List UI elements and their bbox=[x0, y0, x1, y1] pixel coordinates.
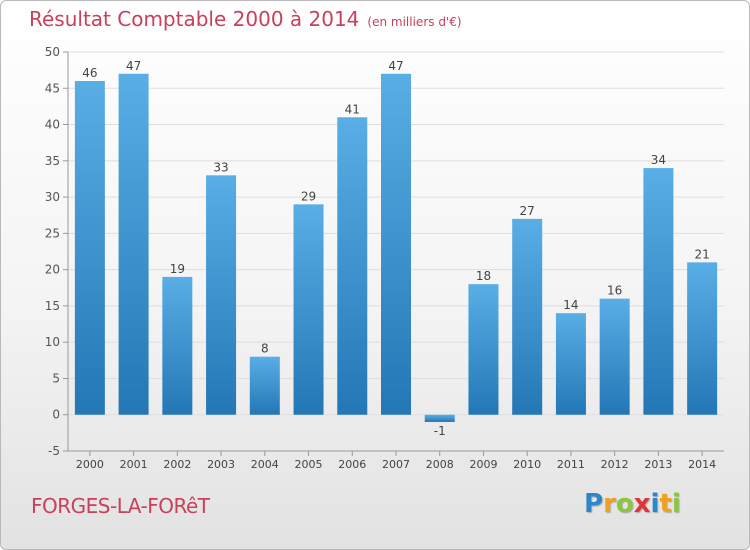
bar-2007 bbox=[381, 73, 411, 415]
x-tick-label: 2001 bbox=[120, 458, 148, 471]
bar-chart: -5 0 5 10 15 20 25 30 35 40 45 50 46 2000 47 2001 19 2002… bbox=[45, 45, 724, 471]
data-label: 34 bbox=[651, 153, 666, 167]
title-text: Résultat Comptable 2000 à 2014 bbox=[29, 7, 360, 31]
x-tick-label: 2002 bbox=[163, 458, 191, 471]
x-tick-label: 2014 bbox=[688, 458, 716, 471]
y-tick-label: 20 bbox=[45, 263, 60, 277]
data-label: 47 bbox=[388, 59, 403, 73]
logo-letter: i bbox=[671, 489, 681, 519]
y-tick-label: 35 bbox=[45, 154, 60, 168]
logo-letter: i bbox=[650, 489, 660, 519]
x-tick-label: 2010 bbox=[513, 458, 541, 471]
data-label: -1 bbox=[434, 424, 446, 438]
data-label: 29 bbox=[301, 189, 316, 203]
proxiti-logo: Proxiti bbox=[584, 489, 681, 519]
data-label: 14 bbox=[563, 298, 578, 312]
y-tick-label: 0 bbox=[52, 408, 60, 422]
y-tick-label: 30 bbox=[45, 190, 60, 204]
y-tick-label: 25 bbox=[45, 226, 60, 240]
y-tick-label: 40 bbox=[45, 118, 60, 132]
x-tick-label: 2000 bbox=[76, 458, 104, 471]
bar-2001 bbox=[118, 73, 149, 415]
bar-2009 bbox=[468, 284, 499, 415]
data-label: 21 bbox=[694, 247, 709, 261]
data-label: 46 bbox=[82, 66, 97, 80]
data-label: 41 bbox=[345, 102, 360, 116]
y-tick-label: 15 bbox=[45, 299, 60, 313]
bar-2013 bbox=[643, 168, 674, 415]
chart-title: Résultat Comptable 2000 à 2014 (en millie… bbox=[29, 7, 462, 31]
y-tick-label: 50 bbox=[45, 45, 60, 59]
x-tick-label: 2012 bbox=[601, 458, 629, 471]
x-tick-label: 2005 bbox=[295, 458, 323, 471]
bar-2005 bbox=[293, 204, 324, 415]
bar-2011 bbox=[555, 313, 586, 415]
bar-2012 bbox=[599, 298, 630, 415]
x-tick-label: 2006 bbox=[338, 458, 366, 471]
y-tick-label: 45 bbox=[45, 81, 60, 95]
bar-2008 bbox=[424, 414, 455, 422]
y-tick-label: 5 bbox=[52, 371, 60, 385]
bar-2004 bbox=[249, 356, 280, 415]
data-label: 33 bbox=[213, 160, 228, 174]
data-label: 8 bbox=[261, 342, 269, 356]
x-tick-label: 2011 bbox=[557, 458, 585, 471]
bar-2006 bbox=[337, 117, 368, 415]
data-label: 16 bbox=[607, 284, 622, 298]
x-tick-label: 2004 bbox=[251, 458, 279, 471]
x-tick-label: 2003 bbox=[207, 458, 235, 471]
data-label: 27 bbox=[520, 204, 535, 218]
title-unit: (en milliers d'€) bbox=[367, 15, 462, 29]
bar-2002 bbox=[162, 276, 193, 415]
logo-letter: t bbox=[659, 489, 672, 519]
bar-2010 bbox=[512, 218, 543, 415]
logo-letter: o bbox=[615, 489, 634, 519]
data-label: 18 bbox=[476, 269, 491, 283]
data-label: 47 bbox=[126, 59, 141, 73]
commune-name: FORGES-LA-FORêT bbox=[31, 494, 210, 518]
bar-2003 bbox=[206, 175, 237, 415]
x-tick-label: 2007 bbox=[382, 458, 410, 471]
bar-2014 bbox=[687, 262, 718, 415]
y-tick-label: 10 bbox=[45, 335, 60, 349]
y-tick-label: -5 bbox=[48, 444, 60, 458]
x-tick-label: 2013 bbox=[644, 458, 672, 471]
x-tick-label: 2009 bbox=[469, 458, 497, 471]
logo-letter: P bbox=[584, 489, 604, 519]
logo-letter: r bbox=[603, 489, 616, 519]
bar-2000 bbox=[74, 81, 105, 415]
x-tick-label: 2008 bbox=[426, 458, 454, 471]
logo-letter: x bbox=[633, 489, 651, 519]
data-label: 19 bbox=[170, 262, 185, 276]
